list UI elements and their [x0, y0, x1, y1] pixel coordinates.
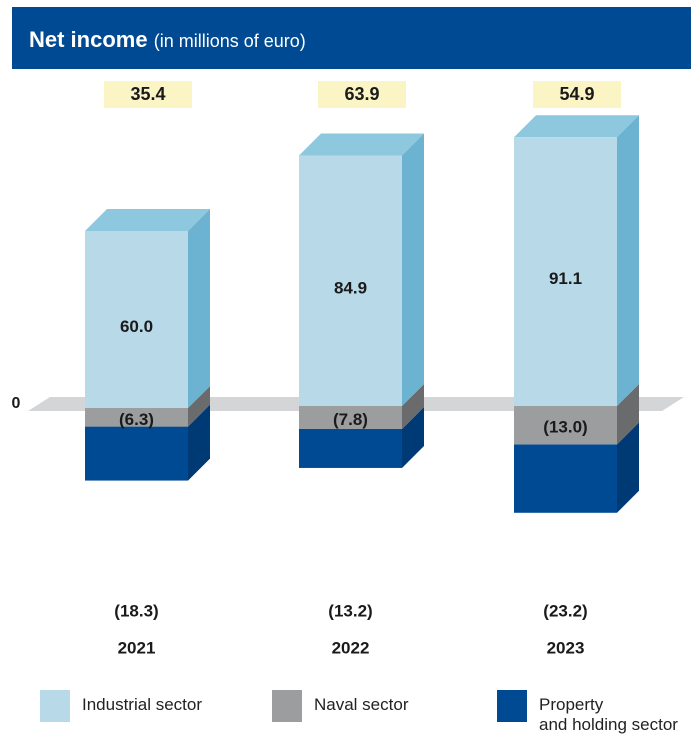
- total-label-2021: 35.4: [130, 84, 165, 104]
- category-label-2021: 2021: [118, 638, 156, 657]
- data-label-naval-2023: (13.0): [543, 418, 587, 437]
- chart-subtitle: (in millions of euro): [153, 31, 306, 51]
- bar-2021-industrial-top: [85, 209, 210, 231]
- bar-2022-property-side: [402, 407, 424, 468]
- total-box-2023: [533, 81, 621, 108]
- bar-2021-property-side: [188, 404, 210, 481]
- bar-2021-naval-side: [188, 386, 210, 427]
- total-box-2021: [104, 81, 192, 108]
- data-label-property-2022: (13.2): [328, 601, 372, 620]
- bar-2022-industrial-top: [299, 133, 424, 156]
- legend-swatch-industrial: [40, 690, 70, 722]
- data-label-industrial-2023: 91.1: [549, 269, 582, 288]
- bar-2022-naval: [299, 406, 402, 430]
- bar-2023-naval: [514, 406, 617, 445]
- bar-2023-industrial-side: [617, 115, 639, 406]
- bar-2021-industrial: [85, 231, 188, 408]
- chart-title-bar: Net income (in millions of euro): [12, 7, 691, 69]
- bar-2023-naval-side: [617, 384, 639, 445]
- category-label-2022: 2022: [332, 638, 370, 657]
- data-label-property-2023: (23.2): [543, 601, 587, 620]
- bar-2022-property: [299, 429, 402, 468]
- bar-2023-industrial-top: [514, 115, 639, 138]
- bar-2021-property: [85, 426, 188, 481]
- legend-label-industrial: Industrial sector: [82, 695, 202, 714]
- bar-2021-naval: [85, 408, 188, 427]
- data-label-industrial-2021: 60.0: [120, 317, 153, 336]
- bar-2022-industrial: [299, 155, 402, 406]
- bar-2023-property-side: [617, 422, 639, 513]
- legend-swatch-property: [497, 690, 527, 722]
- data-label-naval-2021: (6.3): [119, 410, 154, 429]
- data-label-industrial-2022: 84.9: [334, 278, 367, 297]
- bar-2023-property: [514, 444, 617, 513]
- bar-2023-industrial: [514, 137, 617, 406]
- bar-2021-industrial-side: [188, 209, 210, 408]
- total-label-2023: 54.9: [559, 84, 594, 104]
- category-label-2023: 2023: [547, 638, 585, 657]
- data-label-naval-2022: (7.8): [333, 410, 368, 429]
- bar-2022-naval-side: [402, 384, 424, 430]
- data-label-property-2021: (18.3): [114, 601, 158, 620]
- legend-label-naval: Naval sector: [314, 695, 409, 714]
- chart-title: Net income: [29, 27, 148, 52]
- zero-axis-label: 0: [12, 395, 21, 412]
- legend-label-property: Property and holding sector: [539, 695, 678, 734]
- bar-2022-industrial-side: [402, 133, 424, 407]
- total-label-2022: 63.9: [344, 84, 379, 104]
- total-box-2022: [318, 81, 406, 108]
- legend-swatch-naval: [272, 690, 302, 722]
